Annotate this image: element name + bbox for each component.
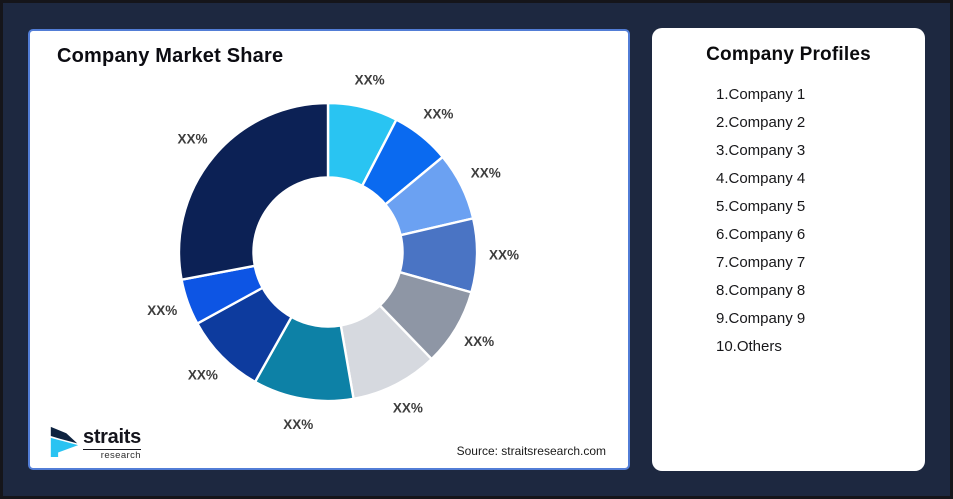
logo-arrow-navy xyxy=(50,426,78,444)
chart-title: Company Market Share xyxy=(57,45,284,67)
slice-label: XX% xyxy=(471,165,501,180)
company-list-item: 7.Company 7 xyxy=(716,254,806,271)
slice-label: XX% xyxy=(188,367,218,382)
slice-label: XX% xyxy=(464,334,494,349)
donut-chart: XX% XX% XX% XX% XX% XX% XX% XX% XX% XX% xyxy=(147,73,519,432)
company-list-item: 5.Company 5 xyxy=(716,198,806,215)
company-list-item: 9.Company 9 xyxy=(716,310,806,327)
source-note: Source: straitsresearch.com xyxy=(456,444,606,458)
slice-label: XX% xyxy=(423,106,453,121)
slice-label: XX% xyxy=(177,131,207,146)
logo-text: straits research xyxy=(83,427,141,461)
company-list-item: 2.Company 2 xyxy=(716,114,806,131)
company-list-item: 10.Others xyxy=(716,338,782,355)
company-list-item: 6.Company 6 xyxy=(716,226,806,243)
market-share-panel: Company Market Share XX% XX% XX% XX% XX% XX% X… xyxy=(28,29,630,470)
company-list-item: 3.Company 3 xyxy=(716,142,806,159)
slice-label: XX% xyxy=(355,73,385,88)
company-profiles-panel: Company Profiles 1.Company 1 2.Company 2… xyxy=(652,28,925,471)
logo-brand-text: straits xyxy=(83,426,141,450)
logo-arrow-cyan xyxy=(50,437,79,457)
donut-slice-others xyxy=(177,101,330,281)
company-list: 1.Company 1 2.Company 2 3.Company 3 4.Co… xyxy=(652,81,925,361)
slice-label: XX% xyxy=(393,400,423,415)
straits-logo-icon xyxy=(50,426,79,457)
slice-label: XX% xyxy=(283,417,313,432)
company-list-item: 1.Company 1 xyxy=(716,86,806,103)
company-list-item: 4.Company 4 xyxy=(716,170,806,187)
logo-sub-text: research xyxy=(100,450,141,461)
slice-label: XX% xyxy=(489,248,519,263)
slice-label: XX% xyxy=(147,303,177,318)
profiles-title: Company Profiles xyxy=(706,44,871,65)
straits-research-logo: straits research xyxy=(49,423,141,461)
company-list-item: 8.Company 8 xyxy=(716,282,806,299)
